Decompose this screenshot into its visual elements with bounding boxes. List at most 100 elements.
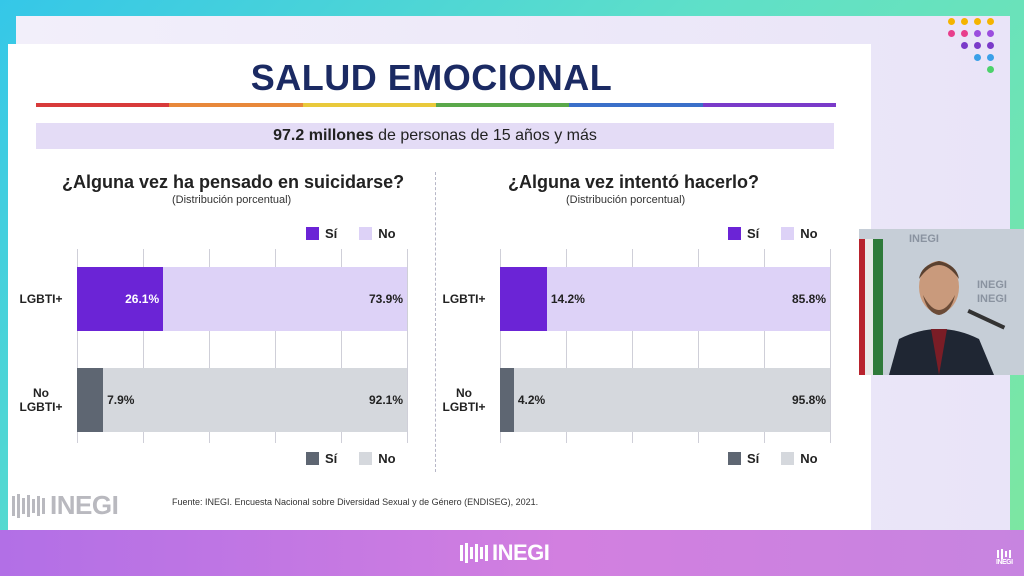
bottom-inegi-logo: INEGI bbox=[460, 540, 550, 566]
legend-label-si: Sí bbox=[747, 451, 760, 466]
rainbow-segment bbox=[435, 103, 570, 107]
gridline bbox=[698, 249, 699, 443]
gridline bbox=[632, 249, 633, 443]
bar-segment-si bbox=[500, 267, 547, 331]
corner-logo-icon bbox=[997, 549, 1012, 559]
gridline bbox=[209, 249, 210, 443]
value-label-si: 4.2% bbox=[517, 393, 546, 407]
decorative-dot bbox=[974, 30, 981, 37]
video-wall-text-3: INEGI bbox=[977, 293, 1007, 305]
legend-swatch-si bbox=[306, 452, 319, 465]
gridline bbox=[77, 249, 78, 443]
bar-row: 7.9% 92.1% bbox=[77, 368, 407, 432]
chart-2-subtitle: (Distribución porcentual) bbox=[566, 194, 686, 206]
decorative-dot bbox=[974, 18, 981, 25]
gridline bbox=[341, 249, 342, 443]
chart-2-legend-bottom: Sí No bbox=[728, 451, 840, 466]
legend-swatch-si bbox=[728, 227, 741, 240]
bar-segment-no bbox=[163, 267, 407, 331]
rainbow-segment bbox=[36, 103, 170, 107]
legend-swatch-no bbox=[781, 227, 795, 240]
legend-label-si: Sí bbox=[325, 451, 338, 466]
value-label-no: 85.8% bbox=[791, 292, 826, 306]
decorative-dot bbox=[987, 54, 994, 61]
banner-text: de personas de 15 años y más bbox=[373, 127, 597, 144]
gridline bbox=[143, 249, 144, 443]
corner-inegi-logo: INEGI bbox=[996, 549, 1013, 566]
chart-2-title: ¿Alguna vez intentó hacerlo? bbox=[508, 172, 760, 192]
banner-bold: 97.2 millones bbox=[273, 127, 374, 144]
bottom-logo-text: INEGI bbox=[492, 540, 550, 565]
speaker-video: INEGI INEGI INEGI bbox=[859, 229, 1024, 375]
legend-label-si: Sí bbox=[325, 226, 338, 241]
decorative-dot bbox=[961, 30, 968, 37]
video-wall-text-2: INEGI bbox=[977, 279, 1007, 291]
legend-label-no: No bbox=[800, 451, 818, 466]
bar-segment-si bbox=[77, 368, 104, 432]
population-banner: 97.2 millones de personas de 15 años y m… bbox=[36, 123, 834, 149]
decorative-dot bbox=[948, 18, 955, 25]
category-label: LGBTI+ bbox=[19, 292, 63, 306]
bottom-band bbox=[0, 530, 1024, 576]
bar-segment-no bbox=[513, 368, 830, 432]
decorative-dot bbox=[961, 42, 968, 49]
speaker-video-frame bbox=[859, 229, 1024, 375]
gridline bbox=[764, 249, 765, 443]
source-note: Fuente: INEGI. Encuesta Nacional sobre D… bbox=[172, 497, 539, 507]
bar-segment-si bbox=[77, 267, 164, 331]
bar-row: 26.1% 73.9% bbox=[77, 267, 407, 331]
inegi-logo-text: INEGI bbox=[50, 490, 119, 520]
category-label: No LGBTI+ bbox=[442, 386, 486, 414]
bottom-logo-icon bbox=[460, 543, 488, 563]
chart-1-subtitle: (Distribución porcentual) bbox=[172, 194, 292, 206]
rainbow-segment bbox=[569, 103, 703, 107]
rainbow-divider bbox=[36, 103, 836, 107]
bar-segment-si bbox=[500, 368, 514, 432]
decorative-dot bbox=[974, 42, 981, 49]
category-label: LGBTI+ bbox=[442, 292, 486, 306]
gridline bbox=[566, 249, 567, 443]
legend-swatch-no bbox=[359, 227, 373, 240]
legend-swatch-si bbox=[728, 452, 741, 465]
legend-swatch-si bbox=[306, 227, 319, 240]
legend-swatch-no bbox=[781, 452, 795, 465]
legend-swatch-no bbox=[359, 452, 373, 465]
decorative-dot bbox=[987, 42, 994, 49]
value-label-no: 92.1% bbox=[368, 393, 403, 407]
decorative-dot bbox=[987, 66, 994, 73]
inegi-logo-icon bbox=[12, 493, 45, 518]
legend-label-no: No bbox=[800, 226, 818, 241]
legend-label-no: No bbox=[378, 226, 396, 241]
value-label-si: 14.2% bbox=[550, 292, 585, 306]
decorative-dot bbox=[987, 18, 994, 25]
gridline bbox=[407, 249, 408, 443]
gridline bbox=[830, 249, 831, 443]
chart-1-title: ¿Alguna vez ha pensado en suicidarse? bbox=[62, 172, 405, 192]
chart-1-legend-top: Sí No bbox=[306, 226, 418, 241]
decorative-dot bbox=[987, 30, 994, 37]
chart-divider bbox=[435, 172, 436, 472]
chart-1-plot: 26.1% 73.9% 7.9% 92.1% bbox=[77, 249, 408, 443]
bar-row: 4.2% 95.8% bbox=[500, 368, 830, 432]
category-label: No LGBTI+ bbox=[19, 386, 63, 414]
decorative-dot bbox=[948, 30, 955, 37]
value-label-si: 26.1% bbox=[125, 292, 160, 306]
gridline bbox=[275, 249, 276, 443]
inegi-logo: INEGI bbox=[12, 490, 119, 521]
rainbow-segment bbox=[702, 103, 836, 107]
rainbow-segment bbox=[302, 103, 436, 107]
legend-label-si: Sí bbox=[747, 226, 760, 241]
bar-segment-no bbox=[546, 267, 830, 331]
chart-2-legend-top: Sí No bbox=[728, 226, 840, 241]
bar-segment-no bbox=[103, 368, 407, 432]
value-label-no: 95.8% bbox=[791, 393, 826, 407]
legend-label-no: No bbox=[378, 451, 396, 466]
video-wall-text-1: INEGI bbox=[909, 233, 939, 245]
value-label-no: 73.9% bbox=[368, 292, 403, 306]
corner-logo-text: INEGI bbox=[996, 559, 1013, 566]
chart-1-legend-bottom: Sí No bbox=[306, 451, 418, 466]
rainbow-segment bbox=[169, 103, 303, 107]
gridline bbox=[500, 249, 501, 443]
decorative-dot bbox=[974, 54, 981, 61]
chart-2-plot: 14.2% 85.8% 4.2% 95.8% bbox=[500, 249, 831, 443]
